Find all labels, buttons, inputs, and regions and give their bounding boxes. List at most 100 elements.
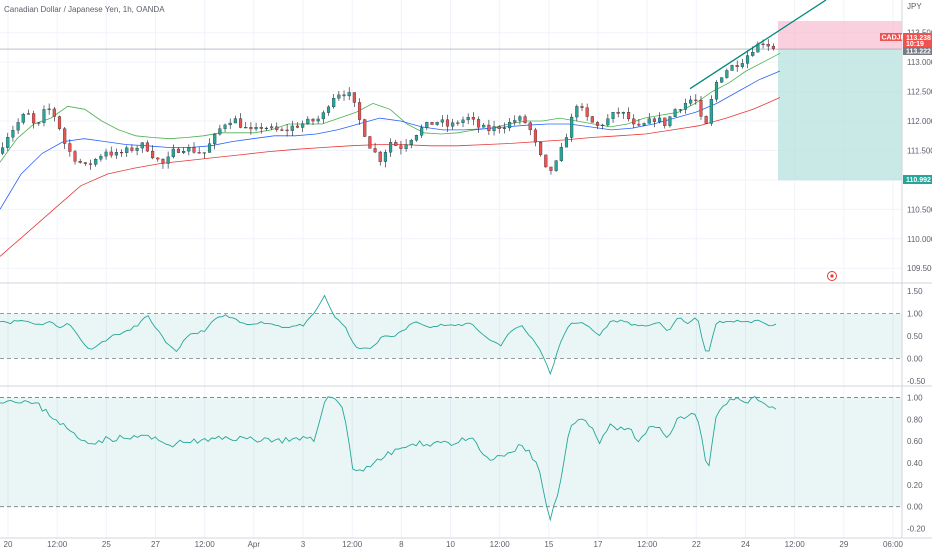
price-axis[interactable]: JPY 113.500113.000112.500112.000111.5001…	[901, 0, 932, 538]
candle-body	[228, 122, 232, 126]
candle-body	[368, 136, 372, 149]
candle-body	[233, 118, 237, 124]
candle-body	[125, 147, 129, 153]
candle-body	[570, 116, 574, 138]
candle-body	[47, 108, 51, 110]
candle-body	[430, 122, 434, 125]
oscillator-tick-label: -0.50	[907, 377, 926, 386]
candle-body	[285, 129, 289, 131]
candle-body	[109, 151, 113, 156]
candle-body	[290, 125, 294, 131]
time-tick-label: 8	[399, 540, 404, 549]
candle-body	[668, 116, 672, 126]
moving-average-line	[0, 70, 781, 210]
price-tick-label: 110.500	[907, 205, 932, 214]
candle-body	[32, 113, 36, 124]
candle-body	[135, 147, 139, 151]
candle-body	[83, 162, 87, 164]
reward-zone	[778, 49, 902, 181]
candle-body	[197, 152, 201, 154]
candle-body	[166, 156, 170, 164]
candle-body	[311, 118, 315, 122]
symbol-tag: CADJPY	[882, 35, 911, 42]
target-circle-icon[interactable]	[827, 271, 837, 281]
symbol-title: Canadian Dollar / Japanese Yen, 1h, OAND…	[4, 5, 165, 14]
candle-body	[11, 129, 15, 138]
candle-body	[409, 140, 413, 145]
time-tick-label: 10	[446, 540, 455, 549]
time-tick-label: 29	[839, 540, 848, 549]
candle-body	[658, 117, 662, 122]
candle-body	[725, 70, 729, 78]
candle-body	[590, 116, 594, 123]
candle-body	[637, 123, 641, 126]
oscillator-tick-label: 1.50	[907, 287, 923, 296]
price-tick-label: 113.000	[907, 58, 932, 67]
candle-body	[68, 143, 72, 152]
oscillator-tick-label: 0.60	[907, 437, 923, 446]
candle-body	[487, 124, 491, 132]
time-tick-label: 12:00	[785, 540, 806, 549]
oscillator-tick-label: -0.20	[907, 525, 926, 534]
candle-body	[171, 148, 175, 158]
candle-body	[451, 122, 455, 127]
candle-body	[745, 55, 750, 64]
candle-body	[492, 126, 496, 132]
candle-body	[611, 112, 615, 119]
candle-body	[57, 116, 62, 129]
price-tick-label: 110.000	[907, 235, 932, 244]
oscillator-band	[0, 313, 902, 359]
candle-body	[435, 122, 439, 125]
candle-body	[94, 158, 98, 165]
oscillator-tick-label: 1.00	[907, 393, 923, 402]
candle-body	[254, 127, 258, 130]
candle-body	[73, 151, 77, 162]
countdown-tag: 10:19	[906, 41, 924, 48]
candle-body	[357, 102, 362, 120]
candle-body	[575, 106, 579, 118]
currency-label: JPY	[907, 2, 922, 11]
time-axis[interactable]: 20 12:00 25 27 12:00 Apr 3 12:00 8 10 12:00 15 17 12:…	[0, 537, 932, 549]
candle-body	[156, 157, 160, 160]
candle-body	[182, 151, 186, 153]
candle-body	[321, 112, 325, 120]
candle-body	[549, 166, 553, 171]
candle-body	[316, 118, 320, 122]
candle-body	[471, 116, 475, 120]
time-tick-label: 12:00	[490, 540, 511, 549]
oscillator-tick-label: 0.00	[907, 503, 923, 512]
candle-body	[528, 122, 532, 131]
candle-body	[761, 43, 765, 45]
candle-body	[239, 118, 243, 128]
candle-body	[502, 127, 506, 129]
candle-body	[207, 143, 212, 153]
candle-body	[301, 123, 305, 128]
candle-body	[264, 127, 268, 130]
candle-body	[461, 119, 465, 124]
candle-body	[673, 109, 677, 117]
candle-body	[709, 99, 713, 124]
candle-body	[104, 151, 108, 157]
candle-body	[389, 142, 393, 153]
candle-body	[642, 123, 646, 126]
oscillator-tick-label: 0.50	[907, 332, 923, 341]
candle-body	[275, 126, 279, 130]
time-tick-label: 22	[692, 540, 701, 549]
candle-body	[533, 129, 537, 143]
candle-body	[342, 94, 346, 97]
oscillator-pane-2[interactable]	[0, 396, 902, 522]
candle-body	[295, 125, 300, 128]
candle-body	[218, 128, 222, 135]
oscillator-pane-1[interactable]	[0, 294, 902, 376]
trend-line[interactable]	[689, 0, 827, 90]
candle-body	[404, 144, 408, 149]
time-tick-label: 20	[4, 540, 13, 549]
candle-body	[580, 106, 584, 108]
stop-level-tag: 110.992	[906, 177, 931, 184]
candle-body	[689, 99, 693, 104]
oscillator-tick-label: 0.80	[907, 415, 923, 424]
candle-body	[249, 127, 253, 130]
candle-body	[730, 65, 734, 71]
candle-body	[378, 151, 382, 162]
